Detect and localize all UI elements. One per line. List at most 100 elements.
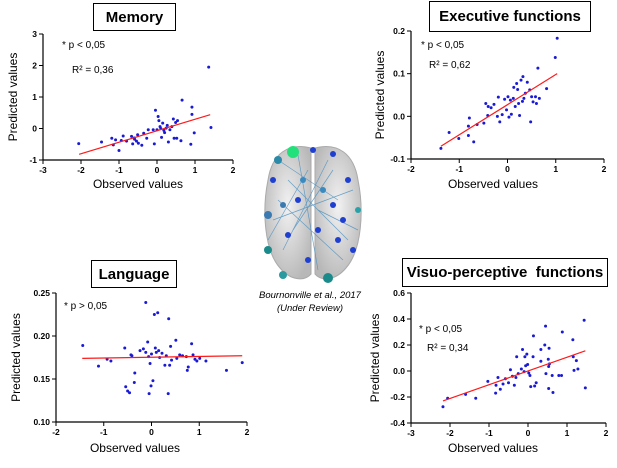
memory-data-point <box>163 131 167 135</box>
executive-data-point <box>484 102 488 106</box>
visuo-y-tick-label: -0.2 <box>390 392 405 402</box>
memory-data-point <box>140 143 144 147</box>
language-y-tick-label: 0.10 <box>33 417 50 427</box>
visuo-data-point <box>526 363 530 366</box>
language-data-point <box>154 350 158 354</box>
memory-data-point <box>157 119 161 123</box>
memory-regression-line <box>78 114 211 155</box>
executive-y-tick-label: 0.2 <box>393 26 405 36</box>
executive-data-point <box>486 105 490 109</box>
visuo-data-point <box>512 383 516 387</box>
memory-y-tick-label: 3 <box>32 29 37 39</box>
language-data-point <box>123 346 127 350</box>
executive-data-point <box>516 87 520 91</box>
executive-y-tick-label: 0.0 <box>393 111 405 121</box>
visuo-chart: -3 -2 -1 0 1 2 -0.4 -0.2 0.0 0.2 0.4 0.6 Observed va… <box>368 288 608 455</box>
language-data-point <box>166 392 170 396</box>
visuo-data-point <box>523 355 527 359</box>
language-x-tick-label: 0 <box>149 427 154 437</box>
visuo-x-tick-label: 2 <box>604 428 609 438</box>
language-x-tick-label: -2 <box>52 427 60 437</box>
language-data-point <box>156 311 160 315</box>
language-data-point <box>168 363 172 367</box>
executive-data-point <box>525 80 529 84</box>
visuo-data-point <box>496 376 500 379</box>
language-data-point <box>169 344 173 348</box>
executive-data-point <box>518 113 522 117</box>
visuo-data-point <box>498 387 502 391</box>
language-data-point <box>81 343 85 347</box>
executive-data-point <box>545 87 549 91</box>
executive-data-point <box>466 124 470 128</box>
executive-data-point <box>495 114 499 118</box>
visuo-data-point <box>514 376 518 379</box>
memory-data-point <box>209 126 213 130</box>
memory-x-tick-label: 1 <box>193 165 198 175</box>
visuo-y-axis-label: Predicted values <box>368 314 382 403</box>
visuo-x-tick-label: 0 <box>526 428 531 438</box>
memory-chart: -3 -2 -1 0 1 2 -1 0 1 2 3 Observed values Predicted … <box>6 29 235 191</box>
language-data-point <box>133 371 137 375</box>
language-data-point <box>175 356 179 360</box>
language-data-point <box>146 340 150 344</box>
visuo-y-tick-label: -0.4 <box>390 418 405 428</box>
visuo-data-point <box>507 381 510 385</box>
language-data-point <box>126 389 130 393</box>
executive-data-point <box>457 137 461 141</box>
language-data-point <box>148 362 152 366</box>
executive-x-tick-label: 2 <box>602 164 607 174</box>
memory-data-point <box>166 140 170 144</box>
memory-y-tick-label: 1 <box>32 92 37 102</box>
memory-data-point <box>176 119 180 123</box>
memory-data-point <box>131 142 135 146</box>
language-data-point <box>193 357 197 361</box>
executive-data-point <box>482 121 486 125</box>
memory-x-tick-label: 0 <box>155 165 160 175</box>
language-x-axis-label: Observed values <box>90 441 180 455</box>
visuo-data-point <box>551 390 555 394</box>
executive-data-point <box>529 120 533 124</box>
visuo-data-point <box>583 386 587 390</box>
memory-y-tick-label: 0 <box>32 124 37 134</box>
visuo-data-point <box>576 367 580 371</box>
language-data-point <box>160 351 164 355</box>
memory-data-point <box>77 142 81 146</box>
visuo-data-point <box>544 324 548 328</box>
executive-data-point <box>505 108 509 112</box>
memory-data-point <box>180 98 184 102</box>
memory-y-axis-label: Predicted values <box>6 53 20 142</box>
language-data-point <box>190 342 194 346</box>
memory-data-point <box>130 134 134 138</box>
memory-data-point <box>153 108 157 112</box>
executive-x-tick-label: -2 <box>407 164 415 174</box>
visuo-y-tick-label: 0.4 <box>393 314 405 324</box>
visuo-y-tick-label: 0.6 <box>393 288 405 298</box>
memory-data-point <box>156 115 160 119</box>
executive-data-point <box>447 131 451 135</box>
language-data-point <box>147 392 151 396</box>
memory-data-point <box>114 138 118 142</box>
visuo-data-point <box>557 374 561 378</box>
executive-data-point <box>534 102 538 106</box>
visuo-data-point <box>544 372 548 376</box>
visuo-data-point <box>531 334 535 338</box>
language-y-tick-label: 0.15 <box>33 374 50 384</box>
executive-data-point <box>521 75 525 79</box>
memory-x-tick-label: 2 <box>231 165 236 175</box>
executive-data-point <box>537 96 541 100</box>
executive-data-point <box>555 36 559 40</box>
memory-data-point <box>121 134 125 138</box>
executive-data-point <box>530 95 534 99</box>
visuo-data-point <box>546 357 550 361</box>
executive-data-point <box>507 115 511 119</box>
visuo-x-tick-label: -3 <box>407 428 415 438</box>
memory-data-point <box>172 136 176 140</box>
language-title: Language <box>91 260 177 288</box>
executive-data-point <box>492 102 496 106</box>
language-data-point <box>151 379 155 383</box>
visuo-x-tick-label: -2 <box>446 428 454 438</box>
executive-significance-label: * p < 0,05 <box>421 40 465 51</box>
executive-x-tick-label: -1 <box>455 164 463 174</box>
language-significance-label: * p > 0,05 <box>64 301 108 312</box>
